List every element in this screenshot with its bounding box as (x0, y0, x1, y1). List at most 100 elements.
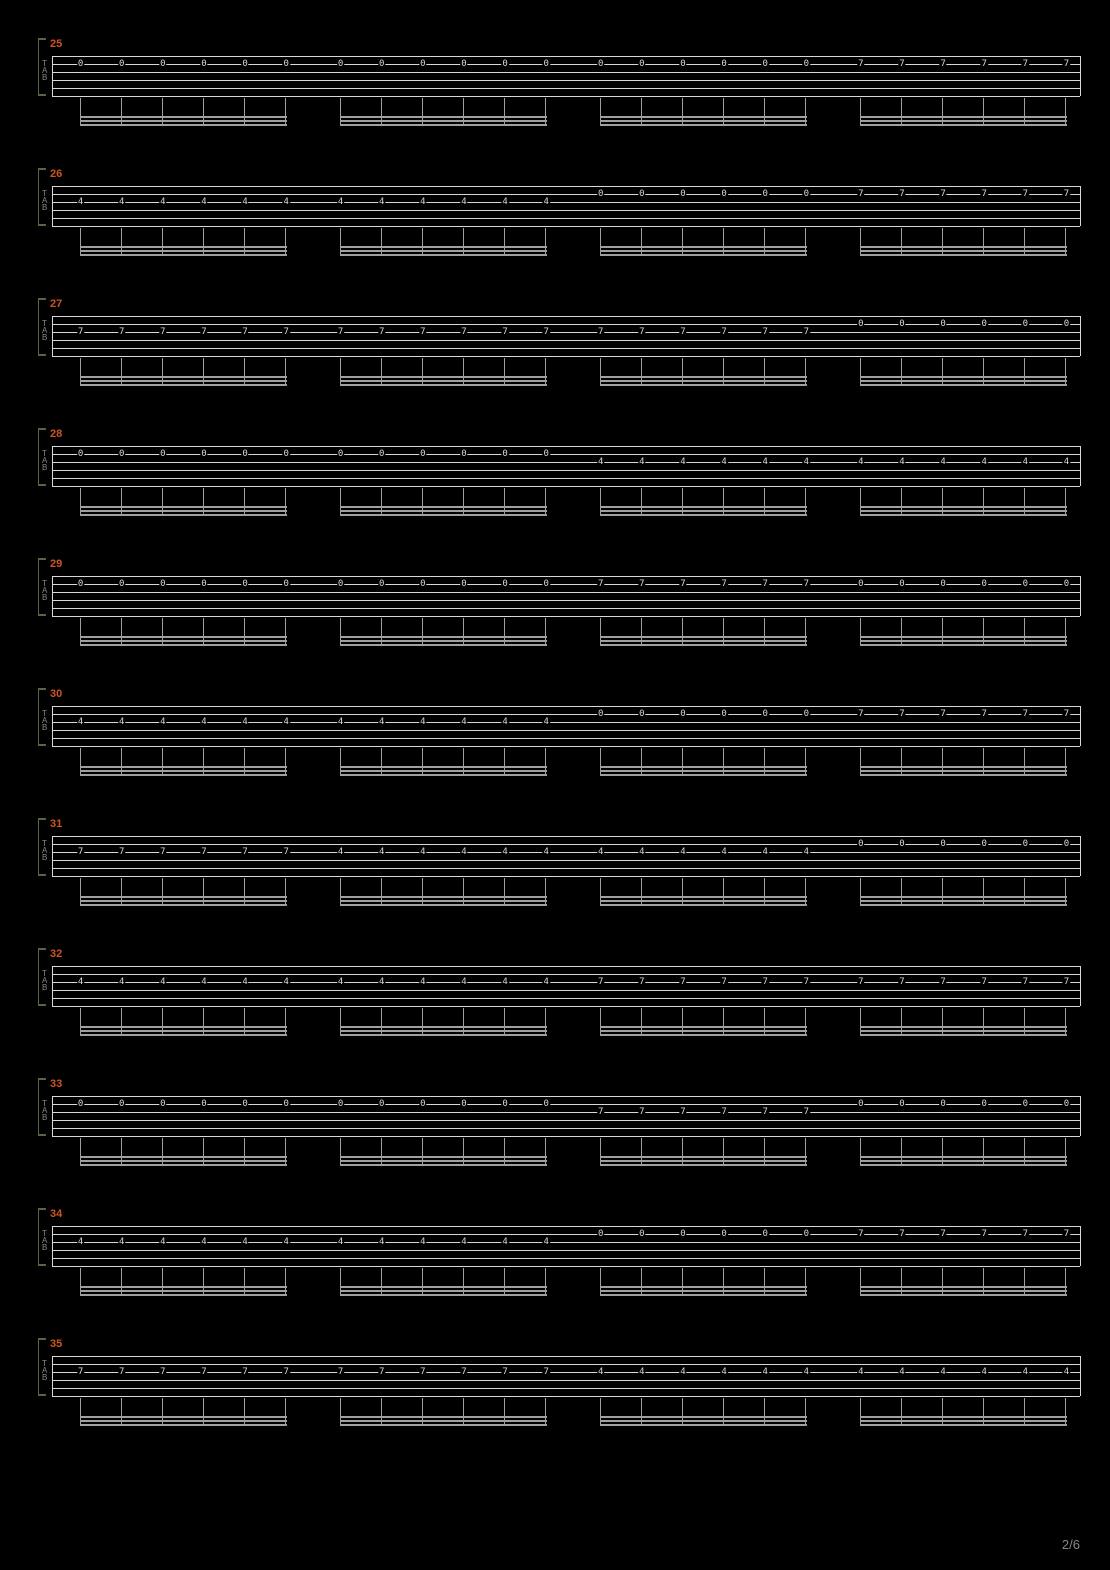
beam-line (80, 246, 288, 248)
fret-number: 0 (543, 59, 550, 69)
fret-number: 0 (939, 579, 946, 589)
beam-group (860, 1138, 1068, 1178)
fret-number: 7 (241, 327, 248, 337)
beam-line (600, 514, 808, 516)
measure-row: 35TAB777777777777444444444444 (30, 1338, 1080, 1464)
fret-number: 7 (241, 847, 248, 857)
fret-number: 4 (337, 977, 344, 987)
fret-number: 4 (419, 197, 426, 207)
fret-number: 0 (761, 709, 768, 719)
beam-line (600, 246, 808, 248)
fret-number: 0 (460, 579, 467, 589)
fret-number: 0 (501, 59, 508, 69)
fret-number: 4 (159, 977, 166, 987)
fret-number: 0 (241, 449, 248, 459)
fret-number: 0 (543, 579, 550, 589)
beam-line (340, 904, 548, 906)
fret-number: 7 (939, 189, 946, 199)
beam-line (600, 640, 808, 642)
fret-number: 7 (282, 847, 289, 857)
fret-number: 0 (980, 1099, 987, 1109)
measure-number: 27 (50, 298, 62, 310)
fret-number: 7 (77, 1367, 84, 1377)
staff-line (52, 486, 1080, 487)
barline (1080, 446, 1081, 486)
barline (1080, 1356, 1081, 1396)
fret-number: 0 (761, 189, 768, 199)
beam-line (340, 510, 548, 512)
barline (52, 186, 53, 226)
fret-number: 4 (241, 977, 248, 987)
fret-number: 7 (720, 1107, 727, 1117)
fret-number: 4 (200, 1237, 207, 1247)
fret-number: 4 (720, 1367, 727, 1377)
fret-number: 7 (597, 977, 604, 987)
beam-group (600, 488, 808, 528)
beam-line (340, 640, 548, 642)
fret-number: 0 (159, 449, 166, 459)
fret-number: 0 (857, 579, 864, 589)
fret-number: 0 (159, 1099, 166, 1109)
tab-staff: 000000000000777777000000 (52, 576, 1080, 616)
fret-number: 0 (118, 59, 125, 69)
fret-number: 4 (378, 977, 385, 987)
fret-number: 7 (761, 977, 768, 987)
measure-row: 30TAB444444444444000000777777 (30, 688, 1080, 814)
beam-line (600, 636, 808, 638)
beam-group (600, 878, 808, 918)
fret-number: 0 (803, 59, 810, 69)
staff-line (52, 1120, 1080, 1121)
beam-line (600, 896, 808, 898)
fret-number: 0 (282, 59, 289, 69)
beam-group (80, 1268, 288, 1308)
beam-group (600, 228, 808, 268)
beam-group (340, 488, 548, 528)
beam-group (340, 748, 548, 788)
fret-number: 7 (282, 1367, 289, 1377)
measure-row: 26TAB444444444444000000777777 (30, 168, 1080, 294)
staff-line (52, 876, 1080, 877)
fret-number: 4 (159, 1237, 166, 1247)
fret-number: 7 (761, 1107, 768, 1117)
fret-number: 0 (77, 449, 84, 459)
beam-line (340, 124, 548, 126)
fret-number: 0 (378, 59, 385, 69)
beam-line (860, 116, 1068, 118)
beam-line (860, 1294, 1068, 1296)
beam-line (80, 124, 288, 126)
beam-line (340, 1026, 548, 1028)
fret-number: 0 (597, 189, 604, 199)
tab-label: TAB (42, 840, 47, 861)
beam-line (860, 1156, 1068, 1158)
fret-number: 0 (803, 709, 810, 719)
fret-number: 4 (159, 717, 166, 727)
fret-number: 7 (857, 977, 864, 987)
barline (1080, 576, 1081, 616)
fret-number: 7 (1022, 1229, 1029, 1239)
fret-number: 0 (638, 189, 645, 199)
fret-number: 0 (980, 319, 987, 329)
beam-group (80, 618, 288, 658)
fret-number: 4 (282, 977, 289, 987)
beam-line (600, 250, 808, 252)
beam-area (52, 1268, 1080, 1308)
barline (1080, 316, 1081, 356)
fret-number: 0 (1063, 839, 1070, 849)
beam-area (52, 228, 1080, 268)
measure-row: 34TAB444444444444000000777777 (30, 1208, 1080, 1334)
fret-number: 0 (460, 449, 467, 459)
beam-line (860, 1030, 1068, 1032)
tab-staff: 444444444444000000777777 (52, 1226, 1080, 1266)
barline (52, 706, 53, 746)
tab-label: TAB (42, 190, 47, 211)
tab-label: TAB (42, 320, 47, 341)
beam-group (340, 1268, 548, 1308)
beam-area (52, 618, 1080, 658)
staff-line (52, 348, 1080, 349)
tab-staff: 444444444444000000777777 (52, 186, 1080, 226)
staff-line (52, 1388, 1080, 1389)
fret-number: 4 (282, 197, 289, 207)
beam-area (52, 98, 1080, 138)
beam-group (340, 1398, 548, 1438)
staff-line (52, 1380, 1080, 1381)
